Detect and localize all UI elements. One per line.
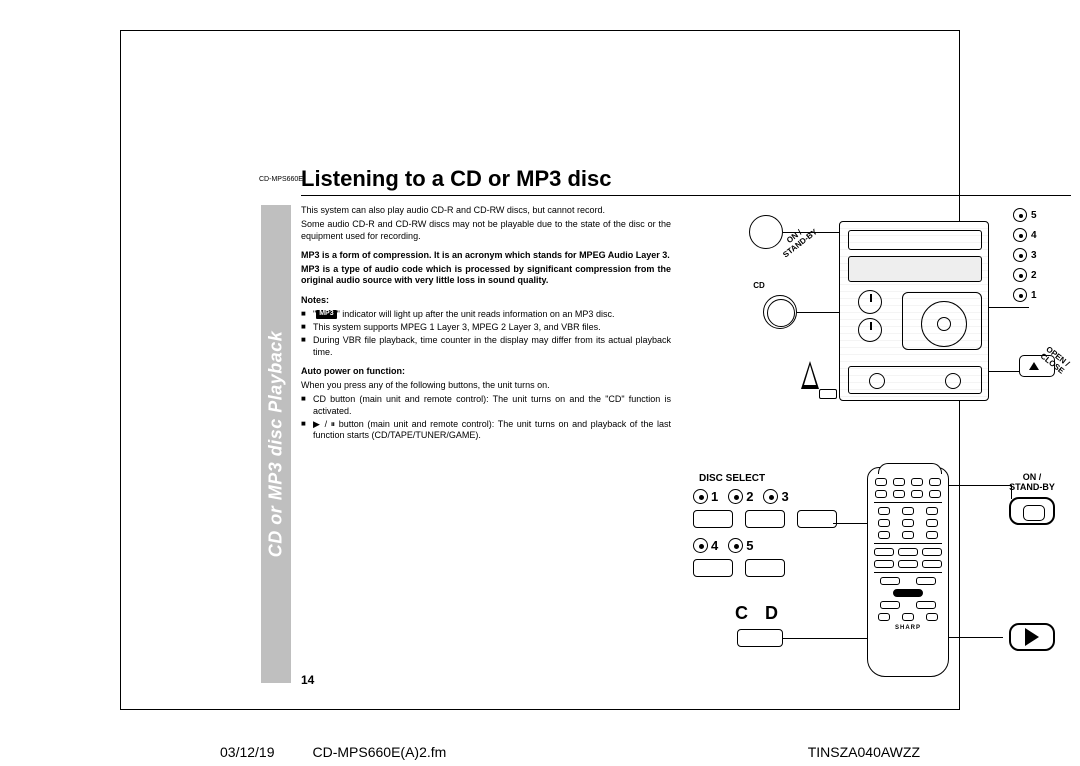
footer-code: TINSZA040AWZZ [808, 744, 920, 760]
auto-power-heading: Auto power on function: [301, 366, 671, 377]
disc-number-strip: 5 4 3 2 1 [1013, 205, 1053, 305]
mp3-def-p2: MP3 is a type of audio code which is pro… [301, 264, 671, 287]
note-3: During VBR file playback, time counter i… [301, 335, 671, 358]
page-number: 14 [301, 673, 314, 687]
lead-line [797, 312, 843, 313]
disc-icon [693, 538, 708, 553]
play-button-callout [1009, 623, 1055, 651]
play-icon [1025, 628, 1039, 646]
disc-icon [1013, 268, 1027, 282]
lead-line [949, 637, 1003, 638]
disc-icon [728, 538, 743, 553]
disc-select-label: DISC SELECT [699, 473, 765, 484]
intro-p2: Some audio CD-R and CD-RW discs may not … [301, 219, 671, 242]
auto-b2: ▶ / ⏸ button (main unit and remote contr… [301, 419, 671, 442]
remote-diagram: DISC SELECT 1 2 3 4 5 C D [689, 473, 1069, 673]
illustration-area: ON / STAND-BY CD 5 [689, 205, 1069, 675]
disc-button-callout [693, 510, 733, 528]
intro-p1: This system can also play audio CD-R and… [301, 205, 671, 216]
pointer-icon [801, 361, 819, 389]
disc-button-callout [693, 559, 733, 577]
page-title: Listening to a CD or MP3 disc [301, 166, 611, 192]
lead-line [1011, 485, 1012, 499]
stereo-body [839, 221, 989, 401]
remote-control: SHARP [867, 467, 949, 677]
stereo-diagram: ON / STAND-BY CD [749, 211, 1009, 411]
auto-b1: CD button (main unit and remote control)… [301, 394, 671, 417]
disc-icon [1013, 228, 1027, 242]
lead-line [783, 232, 843, 233]
on-standby-button-callout [1009, 497, 1055, 525]
disc-icon [728, 489, 743, 504]
cd-big-label: C D [735, 603, 784, 624]
cd-button-callout [763, 295, 797, 329]
disc-button-callout [745, 510, 785, 528]
remote-brand: SHARP [868, 625, 948, 631]
note-1: "MP3" indicator will light up after the … [301, 309, 671, 320]
notes-heading: Notes: [301, 295, 671, 306]
disc-icon [1013, 248, 1027, 262]
mp3-badge-icon: MP3 [316, 310, 336, 319]
play-button-callout [819, 389, 837, 399]
disc-button-callout [797, 510, 837, 528]
disc-icon [763, 489, 778, 504]
disc-icon [693, 489, 708, 504]
note-2: This system supports MPEG 1 Layer 3, MPE… [301, 322, 671, 333]
manual-page: CD-MPS660E Listening to a CD or MP3 disc… [120, 30, 960, 710]
footer-file: CD-MPS660E(A)2.fm [313, 744, 447, 760]
on-standby-label-2: ON / STAND-BY [999, 473, 1065, 493]
disc-select-grid: 1 2 3 4 5 [693, 489, 857, 587]
section-tab: CD or MP3 disc Playback [261, 205, 291, 683]
notes-list: "MP3" indicator will light up after the … [301, 309, 671, 358]
lead-line [783, 638, 869, 639]
model-tag: CD-MPS660E [259, 176, 303, 183]
lead-line [949, 485, 1011, 486]
cd-button-callout [737, 629, 783, 647]
lead-line [833, 523, 869, 524]
lead-line [989, 307, 1029, 308]
disc-button-callout [745, 559, 785, 577]
footer-date: 03/12/19 [220, 744, 275, 760]
lead-line [989, 371, 1019, 372]
auto-power-intro: When you press any of the following butt… [301, 380, 671, 391]
disc-icon [1013, 288, 1027, 302]
title-rule [301, 195, 1071, 196]
page-footer: 03/12/19 CD-MPS660E(A)2.fm TINSZA040AWZZ [210, 738, 950, 766]
auto-power-list: CD button (main unit and remote control)… [301, 394, 671, 441]
body-text-column: This system can also play audio CD-R and… [301, 205, 671, 443]
mp3-def-p1: MP3 is a form of compression. It is an a… [301, 250, 671, 261]
cd-label: CD [747, 281, 771, 290]
section-tab-label: CD or MP3 disc Playback [266, 331, 287, 558]
disc-icon [1013, 208, 1027, 222]
